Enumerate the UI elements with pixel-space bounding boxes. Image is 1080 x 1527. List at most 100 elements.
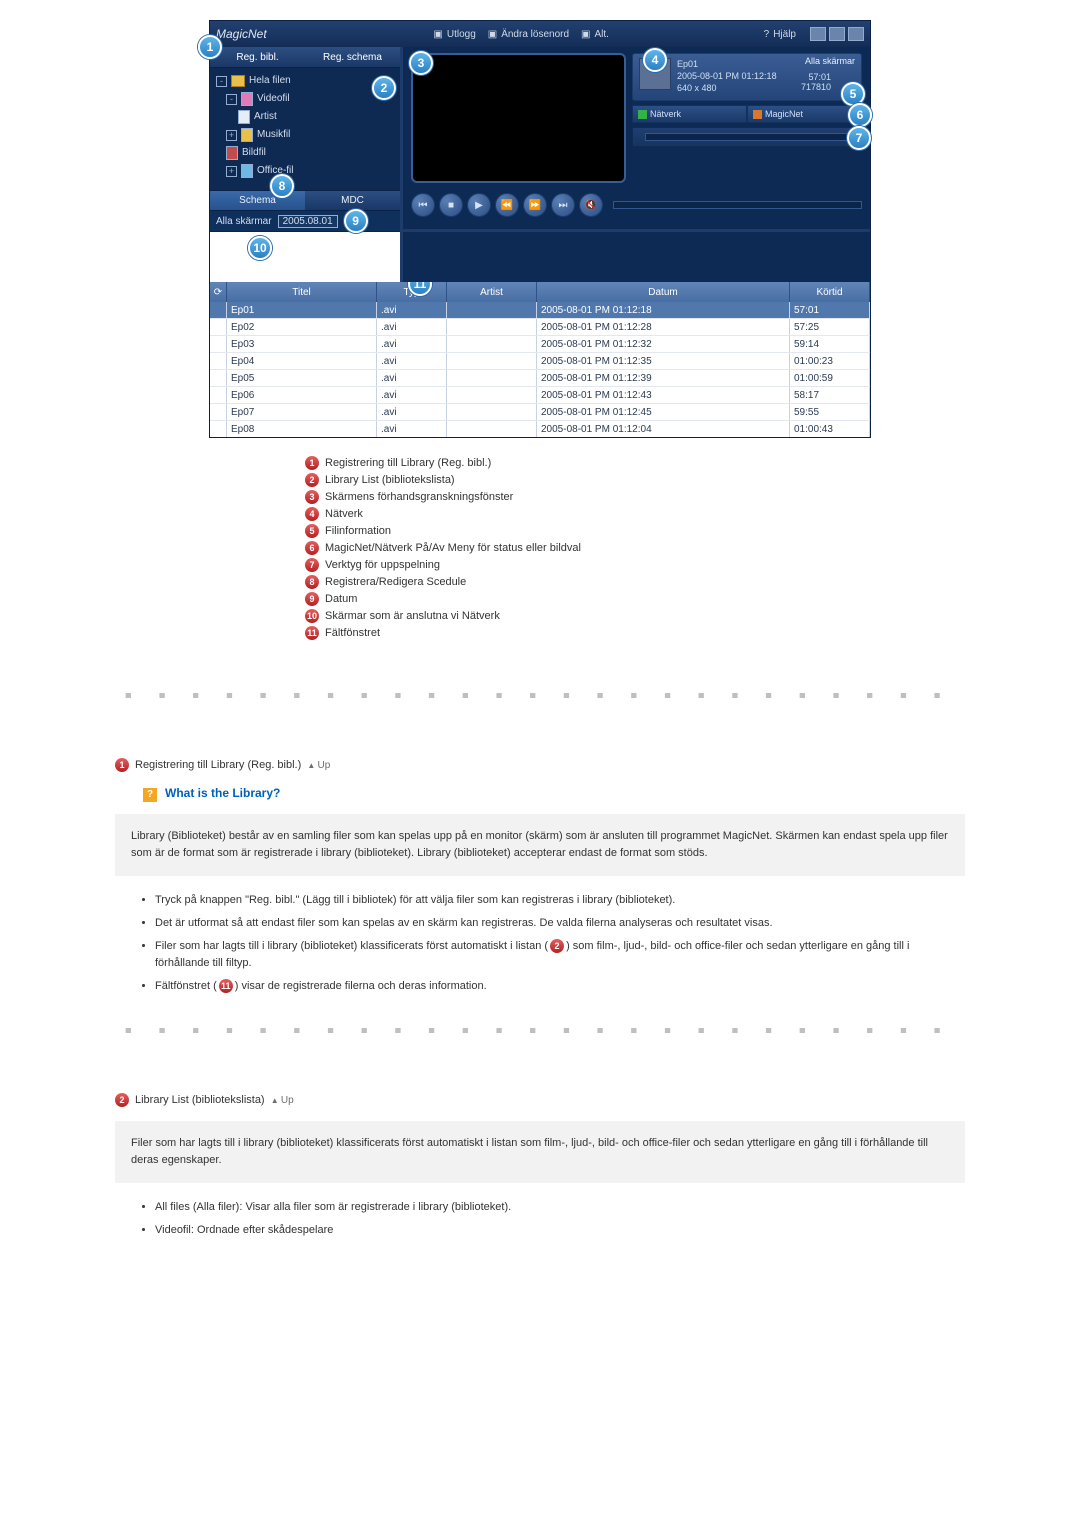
playback-controls: ⏮ ■ ▶ ⏪ ⏩ ⏭ 🔇 [403,183,870,232]
max-icon[interactable] [829,27,845,41]
inline-num: 2 [550,939,564,953]
tab-magicnet[interactable]: MagicNet [747,105,862,123]
info-tabs: Nätverk MagicNet 6 [632,105,862,123]
close-icon[interactable] [848,27,864,41]
legend-num: 5 [305,524,319,538]
tab-reg-bibl[interactable]: Reg. bibl. [210,47,305,67]
play-button[interactable]: ▶ [467,193,491,217]
play-first-button[interactable]: ⏮ [411,193,435,217]
help-label: Hjälp [773,29,796,40]
callout-2: 2 [372,76,396,100]
legend-text: Nätverk [325,508,363,520]
table-row[interactable]: Ep05.avi2005-08-01 PM 01:12:3901:00:59 [210,370,870,387]
volume-slider[interactable] [613,201,862,209]
inline-num: 11 [219,979,233,993]
list-item: Tryck på knappen "Reg. bibl." (Lägg till… [155,892,965,909]
forward-button[interactable]: ⏩ [523,193,547,217]
col-runtime[interactable]: Körtid [790,282,870,302]
tab-mdc[interactable]: MDC [305,190,400,210]
stop-button[interactable]: ■ [439,193,463,217]
sec-num: 1 [115,758,129,772]
tab-magicnet-label: MagicNet [765,109,803,119]
table-row[interactable]: Ep04.avi2005-08-01 PM 01:12:3501:00:23 [210,353,870,370]
legend-text: Registrera/Redigera Scedule [325,576,466,588]
date-picker-row: Alla skärmar 2005.08.01 9 [210,210,400,231]
section-1-head: 1Registrering till Library (Reg. bibl.) … [115,758,965,772]
question-text: What is the Library? [165,786,280,800]
legend-text: Verktyg för uppspelning [325,559,440,571]
change-password-button[interactable]: ▣ Ändra lösenord [488,29,569,40]
min-icon[interactable] [810,27,826,41]
schedule-grid[interactable]: 10 [210,231,400,282]
play-last-button[interactable]: ⏭ [551,193,575,217]
cell: 59:14 [790,336,870,353]
cell: 59:55 [790,404,870,421]
window-controls[interactable] [810,27,864,41]
col-title[interactable]: Titel [227,282,377,302]
file-info: 4 Alla skärmar Ep01 2005-08-01 PM 01:12:… [632,53,862,101]
library-tree[interactable]: 2 -Hela filen -Videofil Artist +Musikfil… [210,68,400,190]
section-1-bullets: Tryck på knappen "Reg. bibl." (Lägg till… [155,892,965,995]
cell: 01:00:23 [790,353,870,370]
cell: 2005-08-01 PM 01:12:18 [537,302,790,319]
table-row[interactable]: Ep08.avi2005-08-01 PM 01:12:0401:00:43 [210,421,870,438]
divider: ■ ■ ■ ■ ■ ■ ■ ■ ■ ■ ■ ■ ■ ■ ■ ■ ■ ■ ■ ■ … [125,1025,955,1033]
date-field[interactable]: 2005.08.01 [278,215,338,228]
table-row[interactable]: Ep07.avi2005-08-01 PM 01:12:4559:55 [210,404,870,421]
question-icon: ? [143,788,157,802]
rewind-button[interactable]: ⏪ [495,193,519,217]
progress-bar[interactable] [645,133,855,141]
mute-button[interactable]: 🔇 [579,193,603,217]
legend-text: Filinformation [325,525,391,537]
up-link[interactable]: Up [307,760,330,771]
preview-pane: 3 [411,53,626,183]
sec-title: Registrering till Library (Reg. bibl.) [135,759,301,771]
tab-network[interactable]: Nätverk [632,105,747,123]
sidebar: Reg. bibl. Reg. schema 2 -Hela filen -Vi… [210,47,403,282]
tree-image[interactable]: Bildfil [242,145,266,161]
cell: 57:01 [790,302,870,319]
logout-button[interactable]: ▣ Utlogg [433,29,475,40]
legend-text: Registrering till Library (Reg. bibl.) [325,457,491,469]
cell: .avi [377,370,447,387]
help-button[interactable]: ? Hjälp [764,29,796,40]
table-row[interactable]: Ep06.avi2005-08-01 PM 01:12:4358:17 [210,387,870,404]
cell: .avi [377,336,447,353]
list-item: Fältfönstret (11) visar de registrerade … [155,978,965,995]
legend-num: 2 [305,473,319,487]
alt-button[interactable]: ▣ Alt. [581,29,609,40]
table-row[interactable]: Ep03.avi2005-08-01 PM 01:12:3259:14 [210,336,870,353]
cell [447,336,537,353]
tree-artist[interactable]: Artist [254,109,277,125]
list-item: Det är utformat så att endast filer som … [155,915,965,932]
tree-root[interactable]: Hela filen [249,73,291,89]
tree-music[interactable]: Musikfil [257,127,290,143]
legend-num: 8 [305,575,319,589]
tab-reg-schema[interactable]: Reg. schema [305,47,400,67]
col-date[interactable]: Datum [537,282,790,302]
legend-text: Fältfönstret [325,627,380,639]
table-row[interactable]: Ep01.avi2005-08-01 PM 01:12:1857:01 [210,302,870,319]
cell: .avi [377,319,447,336]
callout-1: 1 [198,35,222,59]
legend-num: 4 [305,507,319,521]
legend-text: MagicNet/Nätverk På/Av Meny för status e… [325,542,581,554]
cell: 57:25 [790,319,870,336]
legend-text: Library List (bibliotekslista) [325,474,455,486]
app-window: MagicNet ▣ Utlogg ▣ Ändra lösenord ▣ Alt… [209,20,871,438]
col-lead[interactable]: ⟳ [210,282,227,302]
callout-4: 4 [643,48,667,72]
cell: 2005-08-01 PM 01:12:35 [537,353,790,370]
cell: 58:17 [790,387,870,404]
cell: .avi [377,302,447,319]
cell: .avi [377,404,447,421]
tree-video[interactable]: Videofil [257,91,290,107]
file-table[interactable]: 11 ⟳ Titel Typ Artist Datum Körtid Ep01.… [210,282,870,437]
table-row[interactable]: Ep02.avi2005-08-01 PM 01:12:2857:25 [210,319,870,336]
up-link[interactable]: Up [271,1095,294,1106]
callout-3: 3 [409,51,433,75]
col-artist[interactable]: Artist [447,282,537,302]
changepw-label: Ändra lösenord [501,29,569,40]
cell: .avi [377,353,447,370]
divider: ■ ■ ■ ■ ■ ■ ■ ■ ■ ■ ■ ■ ■ ■ ■ ■ ■ ■ ■ ■ … [125,690,955,698]
